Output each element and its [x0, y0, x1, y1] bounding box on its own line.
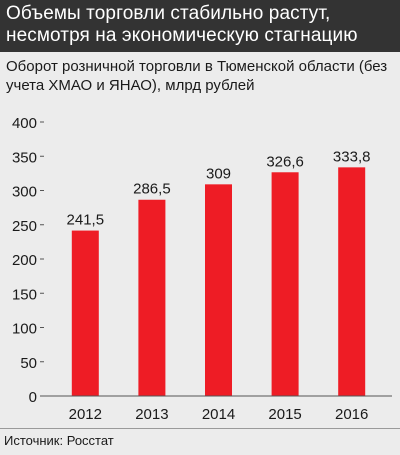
bar-value-label: 286,5 [133, 181, 171, 198]
y-tick-label: 50 [20, 355, 37, 372]
y-tick-label: 100 [12, 321, 37, 338]
source-divider [0, 428, 400, 429]
y-tick-label: 300 [12, 184, 37, 201]
x-axis: 2012 2013 2014 2015 2016 [69, 406, 369, 423]
x-tick-label: 2014 [202, 406, 235, 423]
bar [271, 172, 299, 396]
x-tick-label: 2016 [335, 406, 368, 423]
y-tick-label: 250 [12, 218, 37, 235]
y-tick-label: 150 [12, 286, 37, 303]
bar-value-label: 326,6 [266, 153, 304, 170]
y-tick-label: 0 [29, 389, 37, 406]
x-tick-label: 2015 [268, 406, 301, 423]
chart-title: Объемы торговли стабильно растут, несмот… [0, 0, 400, 52]
x-tick-label: 2013 [135, 406, 168, 423]
bar-series: 241,5 286,5 309 326,6 333,8 [67, 148, 371, 396]
y-tick-label: 200 [12, 252, 37, 269]
y-tick-label: 350 [12, 149, 37, 166]
source-note: Источник: Росстат [4, 433, 114, 448]
chart-subtitle: Оборот розничной торговли в Тюменской об… [6, 58, 388, 94]
bar-value-label: 333,8 [333, 148, 371, 165]
x-tick-label: 2012 [69, 406, 102, 423]
y-axis: 0 50 100 150 200 250 300 350 400 [12, 115, 44, 406]
y-tick-label: 400 [12, 115, 37, 132]
bar [71, 230, 99, 396]
bar [338, 167, 366, 396]
bar [205, 184, 232, 396]
bar-value-label: 241,5 [67, 212, 105, 229]
bar [138, 199, 166, 396]
bar-value-label: 309 [206, 165, 231, 182]
